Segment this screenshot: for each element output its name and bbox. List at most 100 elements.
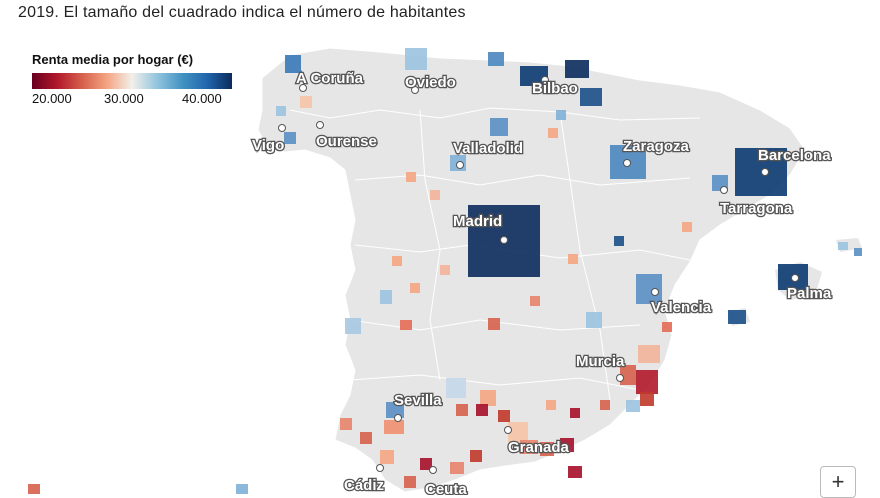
- city-label: Palma: [787, 285, 832, 302]
- municipality-square: [728, 310, 746, 324]
- municipality-square: [638, 345, 660, 363]
- map-subtitle: 2019. El tamaño del cuadrado indica el n…: [18, 4, 466, 21]
- city-marker: [616, 374, 624, 382]
- municipality-square: [540, 442, 554, 456]
- municipality-square: [520, 66, 548, 86]
- city-marker: [541, 76, 549, 84]
- municipality-square: [380, 450, 394, 464]
- municipality-square: [456, 404, 468, 416]
- municipality-square: [568, 254, 578, 264]
- municipality-square: [236, 484, 248, 494]
- municipality-square: [586, 312, 602, 328]
- zoom-in-button[interactable]: +: [820, 466, 856, 498]
- municipality-square: [345, 318, 361, 334]
- municipality-square: [600, 400, 610, 410]
- municipality-square: [640, 392, 654, 406]
- municipality-square: [682, 222, 692, 232]
- municipality-square: [404, 476, 416, 488]
- legend-color-bar: [32, 73, 232, 89]
- city-label: Vigo: [252, 137, 284, 154]
- legend: Renta media por hogar (€) 20.000 30.000 …: [32, 52, 242, 107]
- municipality-square: [386, 402, 404, 418]
- municipality-square: [565, 60, 589, 78]
- municipality-square: [392, 256, 402, 266]
- municipality-square: [384, 420, 404, 434]
- city-label: Zaragoza: [623, 138, 690, 155]
- city-marker: [791, 274, 799, 282]
- city-label: A Coruña: [296, 70, 364, 87]
- municipality-square: [284, 132, 296, 144]
- municipality-square: [854, 248, 862, 256]
- municipality-square: [556, 110, 566, 120]
- city-marker: [278, 124, 286, 132]
- municipality-square: [662, 322, 672, 332]
- municipality-square: [340, 418, 352, 430]
- city-label: Murcia: [576, 353, 625, 370]
- city-marker: [411, 86, 419, 94]
- municipality-square: [498, 410, 510, 422]
- municipality-square: [546, 400, 556, 410]
- municipality-square: [488, 52, 504, 66]
- city-marker: [623, 159, 631, 167]
- municipality-square: [488, 318, 500, 330]
- municipality-square: [580, 88, 602, 106]
- municipality-square: [636, 370, 658, 394]
- municipality-square: [508, 422, 528, 442]
- city-marker: [394, 414, 402, 422]
- municipality-square: [570, 408, 580, 418]
- city-label: Barcelona: [758, 147, 831, 164]
- municipality-square: [614, 236, 624, 246]
- municipality-square: [410, 283, 420, 293]
- municipality-square: [276, 106, 286, 116]
- city-marker: [720, 186, 728, 194]
- city-marker: [504, 426, 512, 434]
- municipality-square: [285, 55, 301, 73]
- municipality-square: [405, 48, 427, 70]
- municipality-square: [476, 404, 488, 416]
- municipality-square: [360, 432, 372, 444]
- city-marker: [429, 466, 437, 474]
- city-label: Valencia: [651, 299, 712, 316]
- legend-ticks: 20.000 30.000 40.000: [32, 89, 242, 107]
- municipality-square: [450, 462, 464, 474]
- legend-tick-high: 40.000: [182, 91, 222, 106]
- city-label: Granada: [508, 439, 570, 456]
- legend-tick-low: 20.000: [32, 91, 72, 106]
- municipality-square: [440, 265, 450, 275]
- city-label: Valladolid: [453, 140, 523, 157]
- legend-tick-mid: 30.000: [104, 91, 144, 106]
- municipality-square: [568, 466, 582, 478]
- municipality-square: [620, 365, 636, 385]
- city-label: Ourense: [316, 133, 377, 150]
- municipality-square: [626, 400, 640, 412]
- municipality-square: [480, 390, 496, 406]
- legend-title: Renta media por hogar (€): [32, 52, 194, 67]
- municipality-square: [406, 172, 416, 182]
- municipality-square: [470, 450, 482, 462]
- municipality-square: [560, 438, 574, 452]
- municipality-square: [400, 320, 412, 330]
- city-marker: [500, 236, 508, 244]
- city-label: Madrid: [453, 213, 502, 230]
- municipality-square: [446, 378, 466, 398]
- city-marker: [456, 161, 464, 169]
- municipality-square: [420, 458, 432, 470]
- city-label: Bilbao: [532, 80, 578, 97]
- city-label: Ceuta: [425, 481, 467, 495]
- municipality-square: [530, 296, 540, 306]
- municipality-square: [838, 242, 848, 250]
- city-marker: [299, 84, 307, 92]
- municipality-square: [28, 484, 40, 494]
- city-marker: [651, 288, 659, 296]
- city-label: Cádiz: [344, 477, 384, 494]
- municipality-square: [380, 290, 392, 304]
- municipality-square: [430, 190, 440, 200]
- city-markers: A Coruña Oviedo Bilbao Vigo Ourense Valladoli…: [251, 69, 833, 495]
- city-label: Oviedo: [405, 74, 456, 91]
- city-marker: [316, 121, 324, 129]
- municipality-square: [548, 128, 558, 138]
- city-marker: [376, 464, 384, 472]
- municipality-square: [636, 274, 662, 304]
- municipality-square: [520, 440, 538, 454]
